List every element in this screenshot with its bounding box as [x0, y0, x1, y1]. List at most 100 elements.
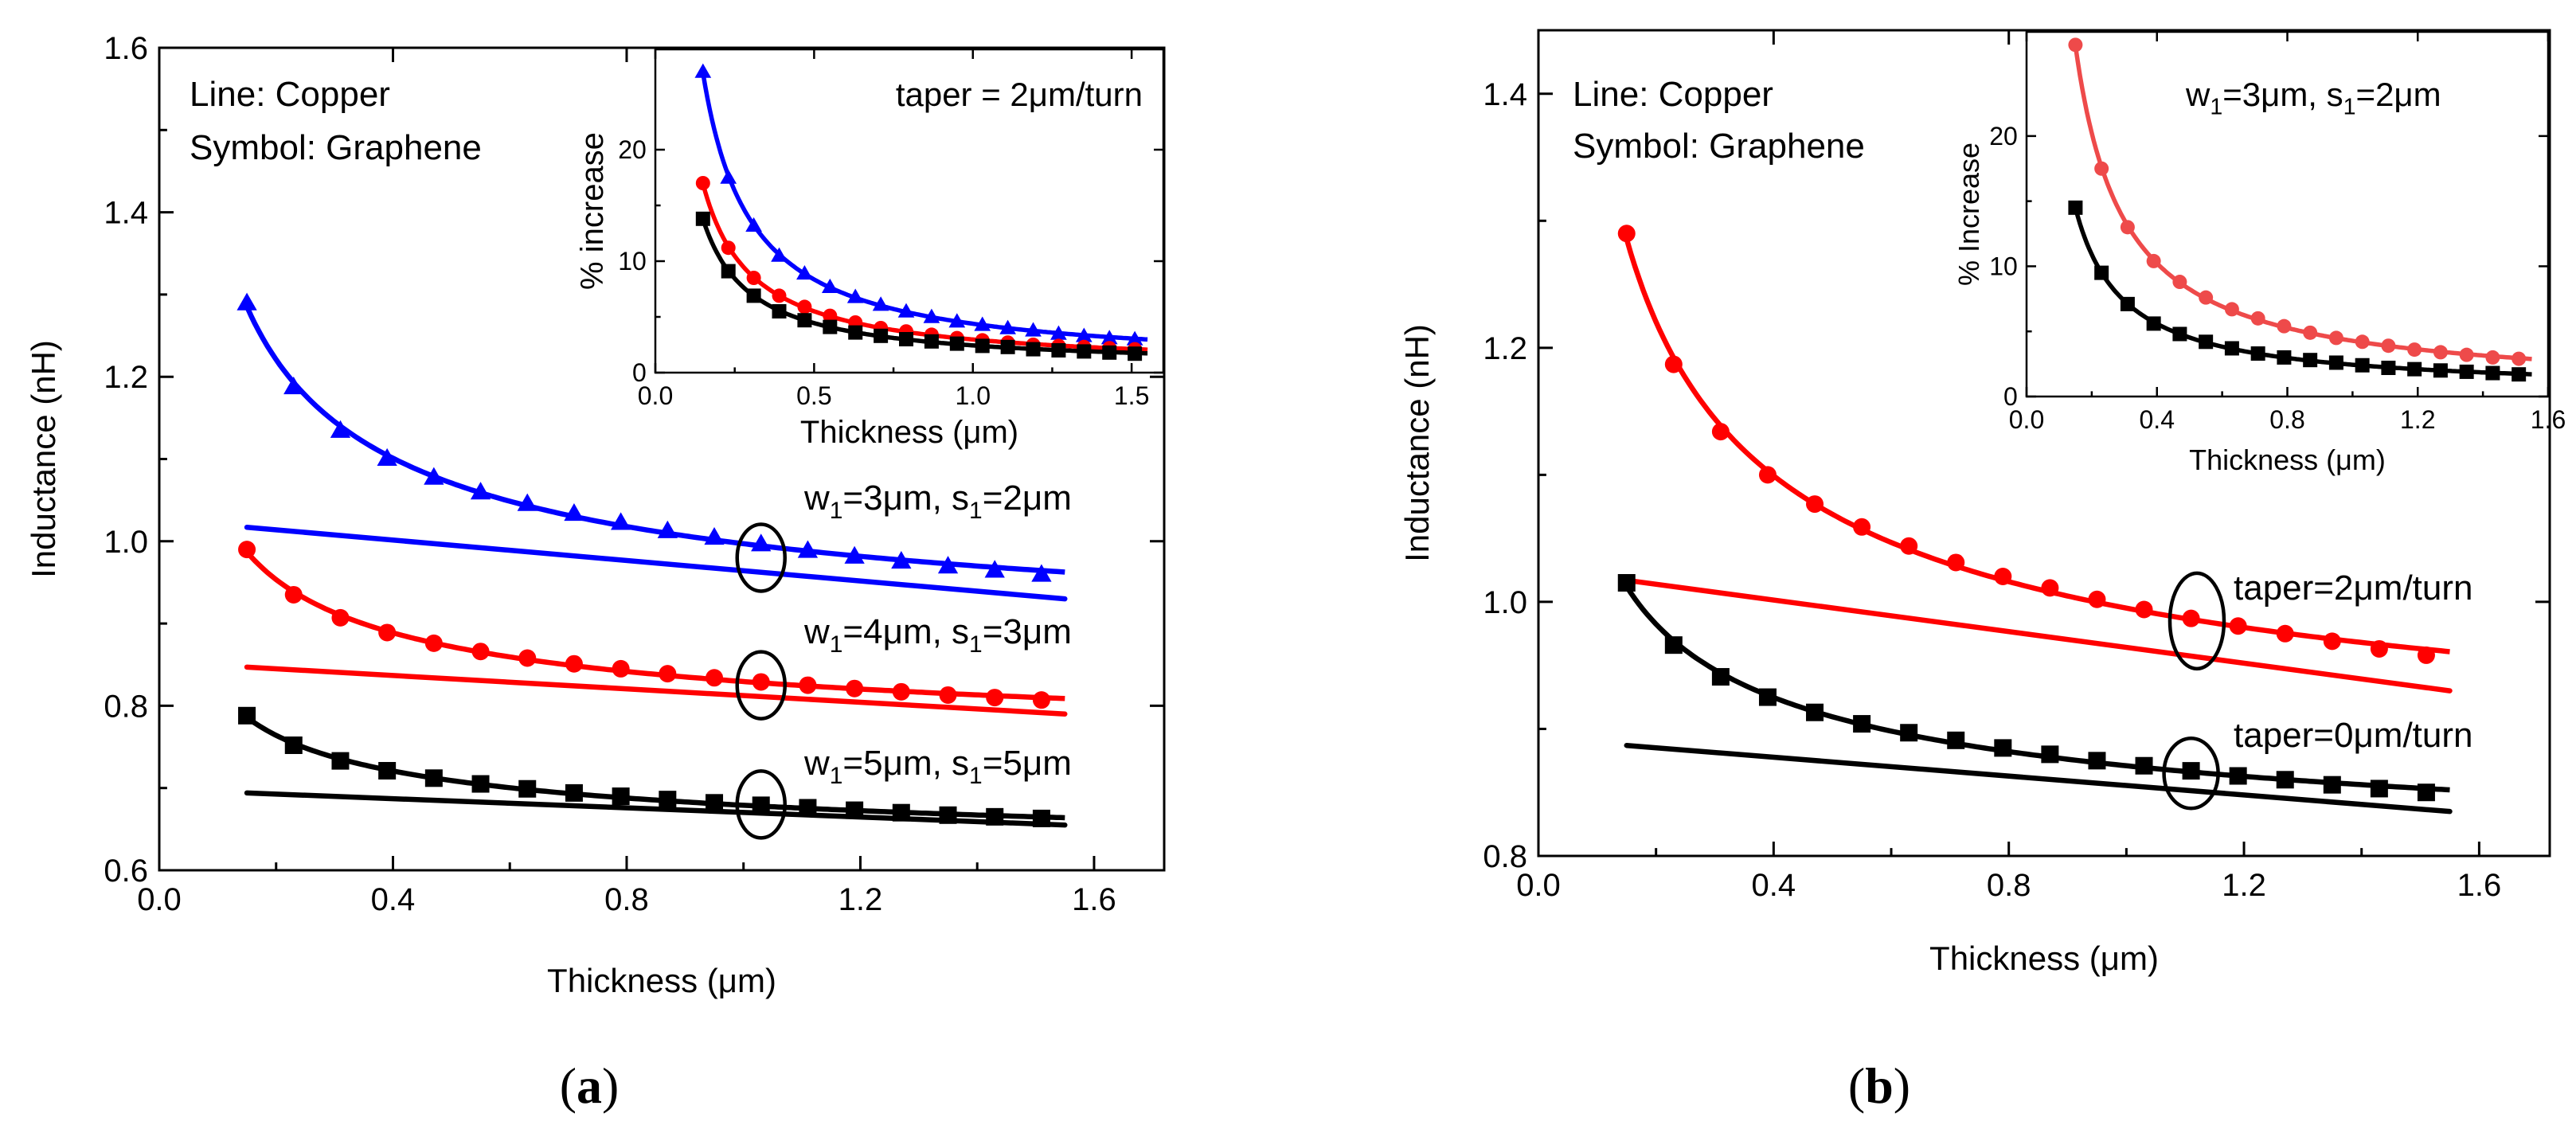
b-xtick-label: 1.6: [2457, 868, 2502, 903]
a-series-4-point: [799, 799, 817, 817]
a-series-4-point: [752, 796, 770, 815]
b-inset-series-0-point: [2068, 37, 2083, 53]
a-series-0-fit-line: [244, 305, 1065, 575]
a-annotation-label: w1=5μm, s1=5μm: [803, 744, 1072, 789]
a-series-4-point: [238, 706, 256, 725]
b-inset-series-0-point: [2146, 253, 2161, 268]
b-series-2-point: [2135, 756, 2153, 775]
a-series-2-point: [986, 689, 1004, 707]
a-ytick-label: 1.6: [104, 31, 148, 66]
b-inset-xtick-label: 0.0: [2009, 405, 2044, 434]
b-inset-series-1-point: [2459, 364, 2474, 379]
b-ytick-label: 1.2: [1483, 331, 1527, 366]
a-inset-series-2-point: [848, 325, 863, 340]
a-series-2-point: [939, 686, 957, 704]
a-inset-annotation: taper = 2μm/turn: [896, 76, 1143, 113]
a-inset-series-0-point: [974, 316, 991, 331]
b-inset-series-1-point: [2328, 355, 2343, 370]
b-inset-series-1-point: [2199, 334, 2214, 350]
a-ylabel: Inductance (nH): [25, 340, 62, 578]
b-series-0-point: [2370, 639, 2388, 658]
a-legend-symbol: Symbol: Graphene: [190, 128, 482, 167]
b-series-2-point: [1664, 636, 1683, 654]
a-inset-plot-frame: [654, 48, 1165, 374]
b-series-2-point: [2417, 783, 2435, 802]
b-series-2-point: [1711, 668, 1730, 686]
panel-label-a: (a): [560, 1057, 620, 1114]
b-series-0-point: [1947, 553, 1965, 572]
a-inset-series-1-point: [721, 240, 736, 256]
b-series-0-point: [2229, 617, 2247, 635]
chart-a-main: 0.0 0.4 0.8 1.2 1.6 0.6 0.8 1.0 1.2 1.4 1.6 Thickne…: [25, 31, 1166, 999]
a-series-5-line: [244, 790, 1068, 828]
b-series-0-point: [1900, 537, 1918, 555]
b-inset-series-0-point: [2407, 342, 2422, 358]
a-inset-series-2-point: [1077, 344, 1092, 359]
a-inset-series-0-point: [1075, 327, 1093, 342]
a-xlabel: Thickness (μm): [547, 962, 776, 999]
a-annotation-ellipse: [735, 650, 787, 721]
a-series-0-point: [984, 560, 1005, 578]
b-inset-series-0-point: [2094, 161, 2109, 176]
a-inset-series-0-point: [846, 288, 864, 303]
a-inset-ytick-label: 0: [632, 358, 647, 387]
a-series-0-point: [751, 533, 772, 552]
b-series-2-point: [1947, 731, 1965, 749]
b-series-0-point: [1806, 495, 1824, 514]
b-series-2-point: [1900, 724, 1918, 742]
b-series-2-point: [2088, 752, 2106, 770]
b-ytick-label: 1.0: [1483, 585, 1527, 620]
a-inset-series-0-point: [999, 319, 1016, 334]
a-inset-xtick-label: 0.5: [796, 381, 831, 410]
b-inset-series-1-point: [2485, 365, 2500, 381]
b-inset-ytick-label: 20: [1989, 122, 2018, 150]
a-inset-series-2-point: [924, 334, 939, 349]
a-inset-ytick-label: 10: [618, 247, 647, 275]
a-inset-series-0-point: [796, 265, 813, 280]
a-inset-series-2-point: [772, 304, 787, 318]
a-inset-series-2-point: [721, 264, 736, 279]
a-inset-series-2-point: [823, 319, 838, 334]
a-ytick-label: 1.2: [104, 360, 148, 395]
chart-b-inset: 0.0 0.4 0.8 1.2 1.6 0 10 20 Thickness (μm) % Incr…: [1953, 30, 2566, 476]
a-xtick-label: 0.4: [371, 882, 416, 917]
a-series-3-line: [244, 664, 1068, 717]
panel-label-b: (b): [1848, 1057, 1910, 1114]
a-inset-series-0-point: [821, 278, 838, 293]
b-inset-series-1-point: [2068, 200, 2083, 215]
a-inset-series-0-point: [694, 63, 712, 78]
a-inset-ylabel: % increase: [575, 132, 610, 290]
a-inset-background: [655, 49, 1163, 373]
a-series-0-point: [377, 447, 397, 466]
b-series-0-point: [2135, 600, 2153, 619]
a-ytick-label: 1.0: [104, 525, 148, 560]
a-inset-series-2-point: [1000, 339, 1015, 354]
b-series-0-point: [1617, 225, 1636, 243]
b-inset-xtick-label: 1.2: [2400, 405, 2435, 434]
a-series-2-point: [659, 665, 677, 683]
a-inset-xtick-label: 0.0: [638, 381, 673, 410]
b-inset-series-0-point: [2485, 350, 2500, 365]
b-xlabel: Thickness (μm): [1929, 940, 2159, 977]
a-inset-series-2-point: [899, 332, 914, 346]
a-series-2-point: [892, 682, 910, 701]
b-series-0-point: [1853, 518, 1871, 536]
b-series-0-point: [2182, 609, 2200, 627]
a-series-4-point: [284, 736, 303, 754]
b-inset-ytick-label: 10: [1989, 252, 2018, 281]
b-series-3-line: [1624, 742, 2453, 815]
a-inset-series-0-point: [1126, 330, 1143, 346]
a-series-0-point: [564, 503, 584, 522]
a-series-4-point: [706, 794, 724, 812]
b-series-0-point: [1758, 466, 1777, 484]
a-inset-series-1-point: [746, 271, 761, 285]
a-series-4-point: [518, 779, 537, 798]
b-series-2-point: [2323, 776, 2341, 794]
b-series-0-point: [1994, 568, 2012, 586]
a-series-2-point: [331, 608, 350, 627]
chart-a-inset: 0.0 0.5 1.0 1.5 0 10 20 Thickness (μm) % increas…: [575, 48, 1165, 450]
a-inset-series-0-point: [923, 308, 940, 323]
b-inset-annotation: w1=3μm, s1=2μm: [2185, 76, 2441, 120]
b-ytick-label: 0.8: [1483, 839, 1527, 874]
a-inset-series-2-point: [746, 288, 761, 303]
